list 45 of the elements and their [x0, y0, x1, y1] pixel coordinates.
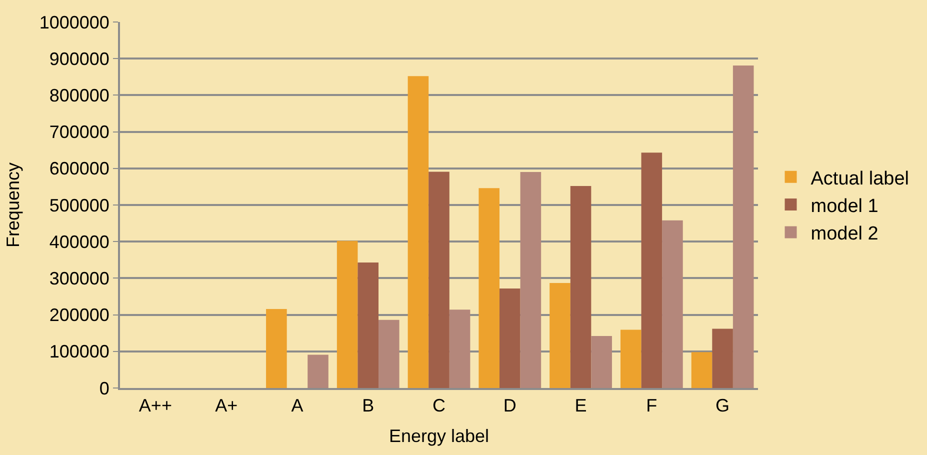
bar — [478, 188, 500, 388]
x-tick-label: E — [574, 396, 587, 416]
bar — [408, 76, 429, 388]
y-tick-label: 800000 — [49, 86, 110, 106]
y-tick-label: 300000 — [49, 268, 110, 288]
bar — [550, 282, 570, 388]
bar — [712, 328, 733, 388]
y-tick-label: 1000000 — [39, 12, 110, 32]
legend-label: Actual label — [810, 168, 909, 190]
x-tick-label: F — [646, 396, 658, 416]
x-tick-label: A — [291, 396, 304, 416]
x-tick-label: G — [716, 396, 730, 416]
legend-label: model 2 — [810, 224, 878, 245]
bar — [308, 354, 328, 388]
bar — [449, 310, 470, 388]
bar — [520, 172, 542, 388]
bar — [428, 172, 450, 388]
bar — [358, 262, 379, 388]
x-tick-label: B — [362, 396, 374, 416]
bar — [591, 336, 612, 388]
bar — [641, 152, 662, 388]
y-tick-label: 0 — [99, 378, 110, 398]
x-tick-label: A++ — [138, 396, 172, 416]
bar — [620, 330, 642, 388]
legend-label: model 1 — [810, 196, 878, 217]
y-tick-label: 100000 — [49, 342, 110, 362]
x-axis-title: Energy label — [388, 426, 490, 446]
y-tick-label: 700000 — [49, 122, 110, 142]
y-tick-label: 600000 — [49, 158, 110, 179]
bar — [378, 320, 400, 388]
y-tick-label: 500000 — [49, 195, 110, 216]
bar — [570, 186, 592, 388]
y-tick-label: 900000 — [49, 48, 110, 69]
bar — [336, 240, 358, 388]
y-axis-title: Frequency — [3, 162, 24, 248]
x-tick-label: A+ — [215, 396, 238, 416]
x-tick-label: C — [432, 396, 446, 416]
bar — [732, 66, 754, 388]
bar — [662, 220, 683, 388]
x-tick-label: D — [503, 396, 516, 416]
y-tick-label: 400000 — [49, 232, 110, 252]
y-tick-label: 200000 — [49, 305, 110, 326]
bar — [499, 288, 520, 388]
bar — [691, 352, 712, 388]
bar — [266, 308, 287, 388]
